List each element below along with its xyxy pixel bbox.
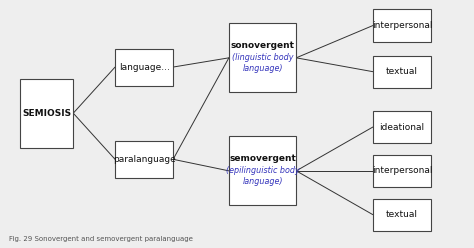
Text: textual: textual bbox=[386, 67, 418, 76]
FancyBboxPatch shape bbox=[115, 49, 173, 86]
Text: interpersonal: interpersonal bbox=[372, 21, 432, 30]
FancyBboxPatch shape bbox=[229, 23, 296, 93]
FancyBboxPatch shape bbox=[373, 198, 431, 231]
Text: paralanguage: paralanguage bbox=[113, 155, 175, 164]
FancyBboxPatch shape bbox=[229, 136, 296, 205]
FancyBboxPatch shape bbox=[20, 79, 73, 148]
Text: interpersonal: interpersonal bbox=[372, 166, 432, 175]
Text: sonovergent: sonovergent bbox=[230, 41, 294, 50]
Text: (linguistic body
language): (linguistic body language) bbox=[232, 53, 293, 73]
Text: language...: language... bbox=[118, 62, 170, 72]
FancyBboxPatch shape bbox=[115, 141, 173, 178]
FancyBboxPatch shape bbox=[373, 9, 431, 42]
Text: SEMIOSIS: SEMIOSIS bbox=[22, 109, 71, 118]
FancyBboxPatch shape bbox=[373, 111, 431, 143]
Text: (epilinguistic body
language): (epilinguistic body language) bbox=[226, 166, 300, 186]
Text: textual: textual bbox=[386, 210, 418, 219]
Text: ideational: ideational bbox=[379, 123, 425, 131]
Text: semovergent: semovergent bbox=[229, 154, 296, 163]
FancyBboxPatch shape bbox=[373, 56, 431, 88]
Text: Fig. 29 Sonovergent and semovergent paralanguage: Fig. 29 Sonovergent and semovergent para… bbox=[9, 236, 193, 242]
FancyBboxPatch shape bbox=[373, 155, 431, 187]
